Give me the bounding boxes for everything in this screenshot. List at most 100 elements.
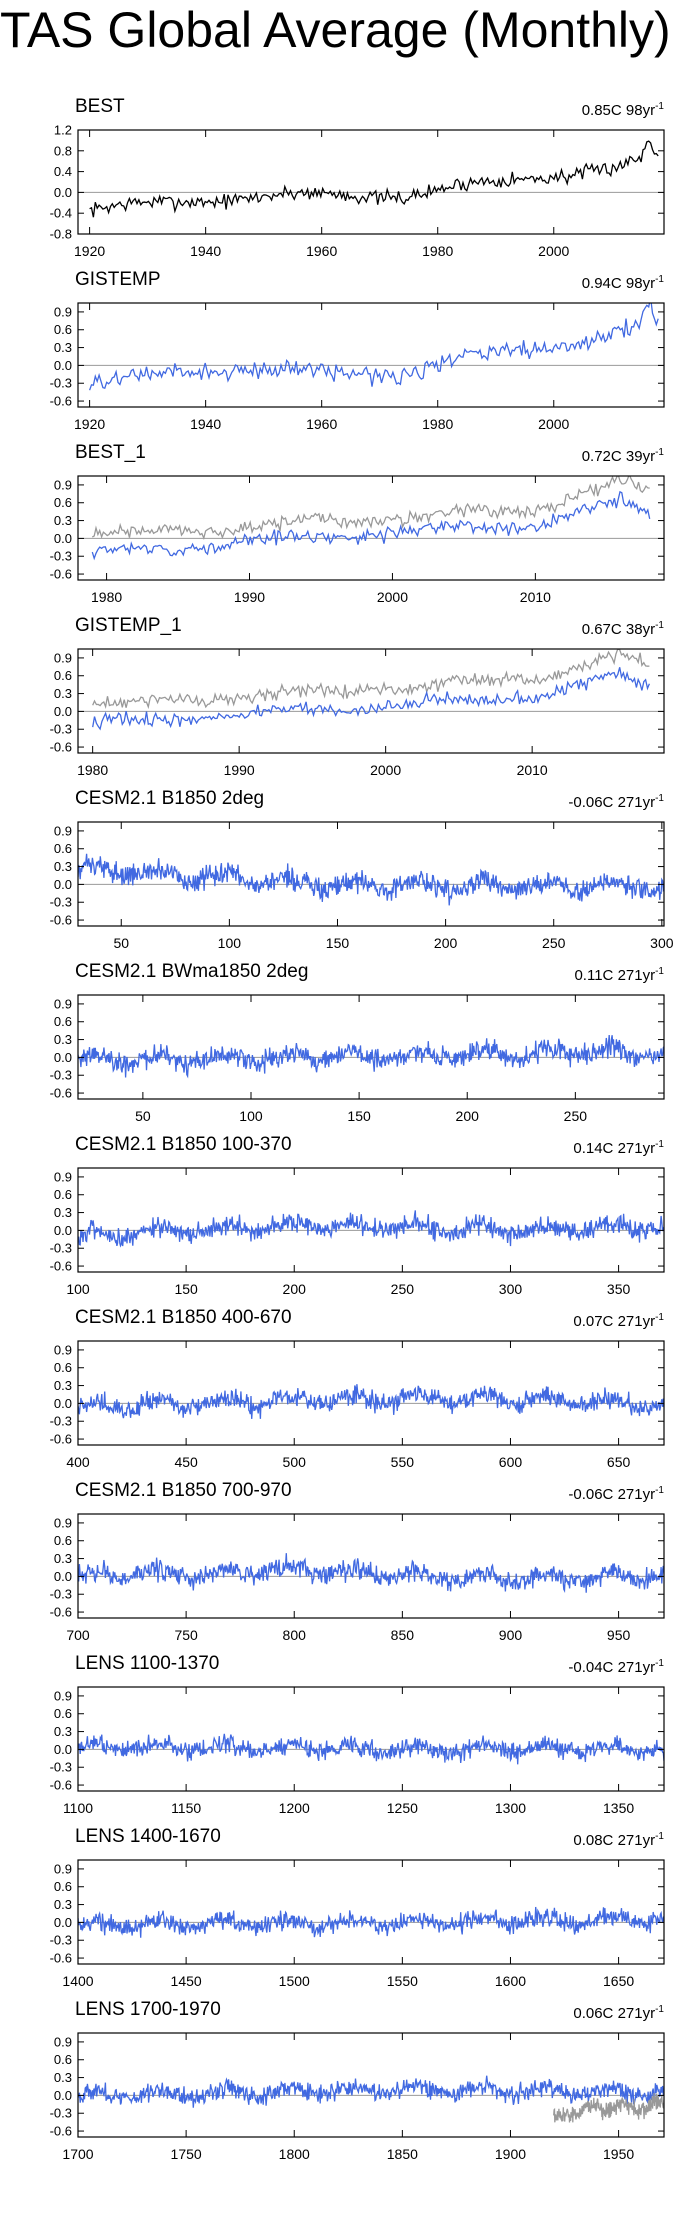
chart-svg: 0.9 0.6 0.3 0.0 -0.3 -0.6 400 450 500 550 600 650: [50, 1340, 665, 1470]
plot-frame: [77, 1167, 665, 1273]
x-tick-label: 1550: [387, 1973, 418, 1989]
y-tick-label: 0.4: [54, 164, 72, 179]
trend-value: 0.67C: [581, 621, 622, 638]
y-tick-label: 0.0: [54, 1223, 72, 1238]
trend-exponent: -1: [655, 1485, 664, 1496]
y-tick-label: -0.6: [50, 913, 72, 928]
series-line: [91, 476, 650, 541]
trend-exponent: -1: [655, 620, 664, 631]
x-tick-label: 200: [283, 1281, 307, 1297]
y-tick-label: -0.3: [50, 549, 72, 564]
trend-value: -0.04C: [568, 1659, 614, 1676]
trend-exponent: -1: [655, 793, 664, 804]
chart-title: BEST: [75, 96, 125, 117]
series-line: [553, 2092, 664, 2123]
y-tick-label: 0.0: [54, 1050, 72, 1065]
x-tick-label: 250: [564, 1108, 588, 1124]
plot-frame: [77, 821, 665, 927]
x-tick-label: 100: [218, 935, 242, 951]
y-tick-label: 0.0: [54, 1915, 72, 1930]
chart-panel: GISTEMP 0.94C 98yr-1 0.9 0.6 0.3 0.0 -0.3 -0.6 1…: [0, 269, 684, 439]
chart-panel: BEST 0.85C 98yr-1 1.2 0.8 0.4 0.0 -0.4 -0.8 1920…: [0, 96, 684, 266]
trend-period: 38yr: [625, 621, 656, 638]
x-tick-label: 2010: [517, 762, 548, 778]
chart-svg: 0.9 0.6 0.3 0.0 -0.3 -0.6 1980 1990 2000 2010: [50, 648, 665, 778]
x-tick-label: 1400: [62, 1973, 93, 1989]
chart-panel: CESM2.1 BWma1850 2deg 0.11C 271yr-1 0.9 0.6…: [0, 961, 684, 1131]
y-tick-label: 0.6: [54, 1187, 72, 1202]
trend-exponent: -1: [655, 101, 664, 112]
x-tick-label: 1500: [279, 1973, 310, 1989]
y-tick-label: -0.6: [50, 394, 72, 409]
trend-exponent: -1: [655, 1312, 664, 1323]
y-tick-label: 0.6: [54, 1706, 72, 1721]
trend-exponent: -1: [655, 274, 664, 285]
y-tick-label: 0.0: [54, 704, 72, 719]
x-tick-label: 1850: [387, 2146, 418, 2162]
x-tick-label: 1150: [171, 1800, 201, 1816]
y-tick-label: 0.9: [54, 304, 72, 319]
x-tick-label: 1950: [603, 2146, 634, 2162]
x-tick-label: 200: [434, 935, 458, 951]
y-tick-label: -0.6: [50, 1259, 72, 1274]
plot-frame: [77, 2032, 665, 2138]
trend-period: 271yr: [617, 967, 656, 984]
y-tick-label: -0.3: [50, 895, 72, 910]
y-tick-label: 0.6: [54, 2052, 72, 2067]
chart-svg: 0.9 0.6 0.3 0.0 -0.3 -0.6 100 150 200 250 300 350: [50, 1167, 665, 1297]
y-tick-label: 0.9: [54, 823, 72, 838]
chart-panel: CESM2.1 B1850 700-970 -0.06C 271yr-1 0.9 0.…: [0, 1480, 684, 1650]
chart-title: CESM2.1 B1850 400-670: [75, 1307, 292, 1328]
trend-value: 0.11C: [574, 967, 614, 984]
series-line: [91, 490, 651, 561]
y-tick-label: -0.6: [50, 2124, 72, 2139]
trend-exponent: -1: [655, 1658, 664, 1669]
trend-label: 0.72C 39yr-1: [582, 444, 664, 466]
y-tick-label: 0.6: [54, 495, 72, 510]
chart-title: LENS 1400-1670: [75, 1826, 221, 1847]
y-tick-label: 0.8: [54, 143, 72, 158]
series-line: [78, 2075, 664, 2108]
x-tick-label: 2000: [377, 589, 408, 605]
y-tick-label: -0.3: [50, 1587, 72, 1602]
trend-value: 0.14C: [573, 1140, 614, 1157]
x-tick-label: 900: [499, 1627, 523, 1643]
chart-svg: 0.9 0.6 0.3 0.0 -0.3 -0.6 1400 1450 1500 1550 1600…: [50, 1859, 665, 1989]
y-tick-label: 0.3: [54, 1205, 72, 1220]
trend-value: 0.85C: [581, 102, 622, 119]
plot-frame: [77, 302, 665, 408]
y-tick-label: 0.6: [54, 1879, 72, 1894]
x-tick-label: 250: [391, 1281, 415, 1297]
trend-exponent: -1: [655, 1139, 664, 1150]
x-tick-label: 250: [542, 935, 566, 951]
y-tick-label: -0.8: [50, 227, 72, 242]
x-tick-label: 650: [607, 1454, 631, 1470]
plot-frame: [77, 648, 665, 754]
trend-value: -0.06C: [568, 1486, 614, 1503]
trend-label: 0.11C 271yr-1: [574, 963, 664, 985]
y-tick-label: 0.9: [54, 2034, 72, 2049]
trend-period: 98yr: [625, 102, 656, 119]
x-tick-label: 150: [326, 935, 350, 951]
x-tick-label: 1800: [279, 2146, 310, 2162]
chart-svg: 0.9 0.6 0.3 0.0 -0.3 -0.6 1700 1750 1800 1850 1900…: [50, 2032, 665, 2162]
x-tick-label: 150: [347, 1108, 371, 1124]
x-tick-label: 1980: [422, 243, 453, 259]
x-tick-label: 1920: [74, 416, 105, 432]
y-tick-label: 0.9: [54, 1861, 72, 1876]
chart-panel: BEST_1 0.72C 39yr-1 0.9 0.6 0.3 0.0 -0.3 -0.6 19…: [0, 442, 684, 612]
trend-label: -0.06C 271yr-1: [568, 1482, 664, 1504]
y-tick-label: -0.3: [50, 2106, 72, 2121]
y-tick-label: 0.9: [54, 650, 72, 665]
y-tick-label: -0.6: [50, 1778, 72, 1793]
y-tick-label: 0.6: [54, 1014, 72, 1029]
y-tick-label: -0.6: [50, 1432, 72, 1447]
chart-title: CESM2.1 B1850 700-970: [75, 1480, 292, 1501]
x-tick-label: 750: [174, 1627, 198, 1643]
chart-svg: 0.9 0.6 0.3 0.0 -0.3 -0.6 50 100 150 200 250: [50, 994, 665, 1124]
chart-title: CESM2.1 BWma1850 2deg: [75, 961, 309, 982]
trend-label: 0.94C 98yr-1: [582, 271, 664, 293]
trend-value: 0.72C: [581, 448, 622, 465]
trend-exponent: -1: [655, 966, 664, 977]
chart-title: BEST_1: [75, 442, 146, 463]
